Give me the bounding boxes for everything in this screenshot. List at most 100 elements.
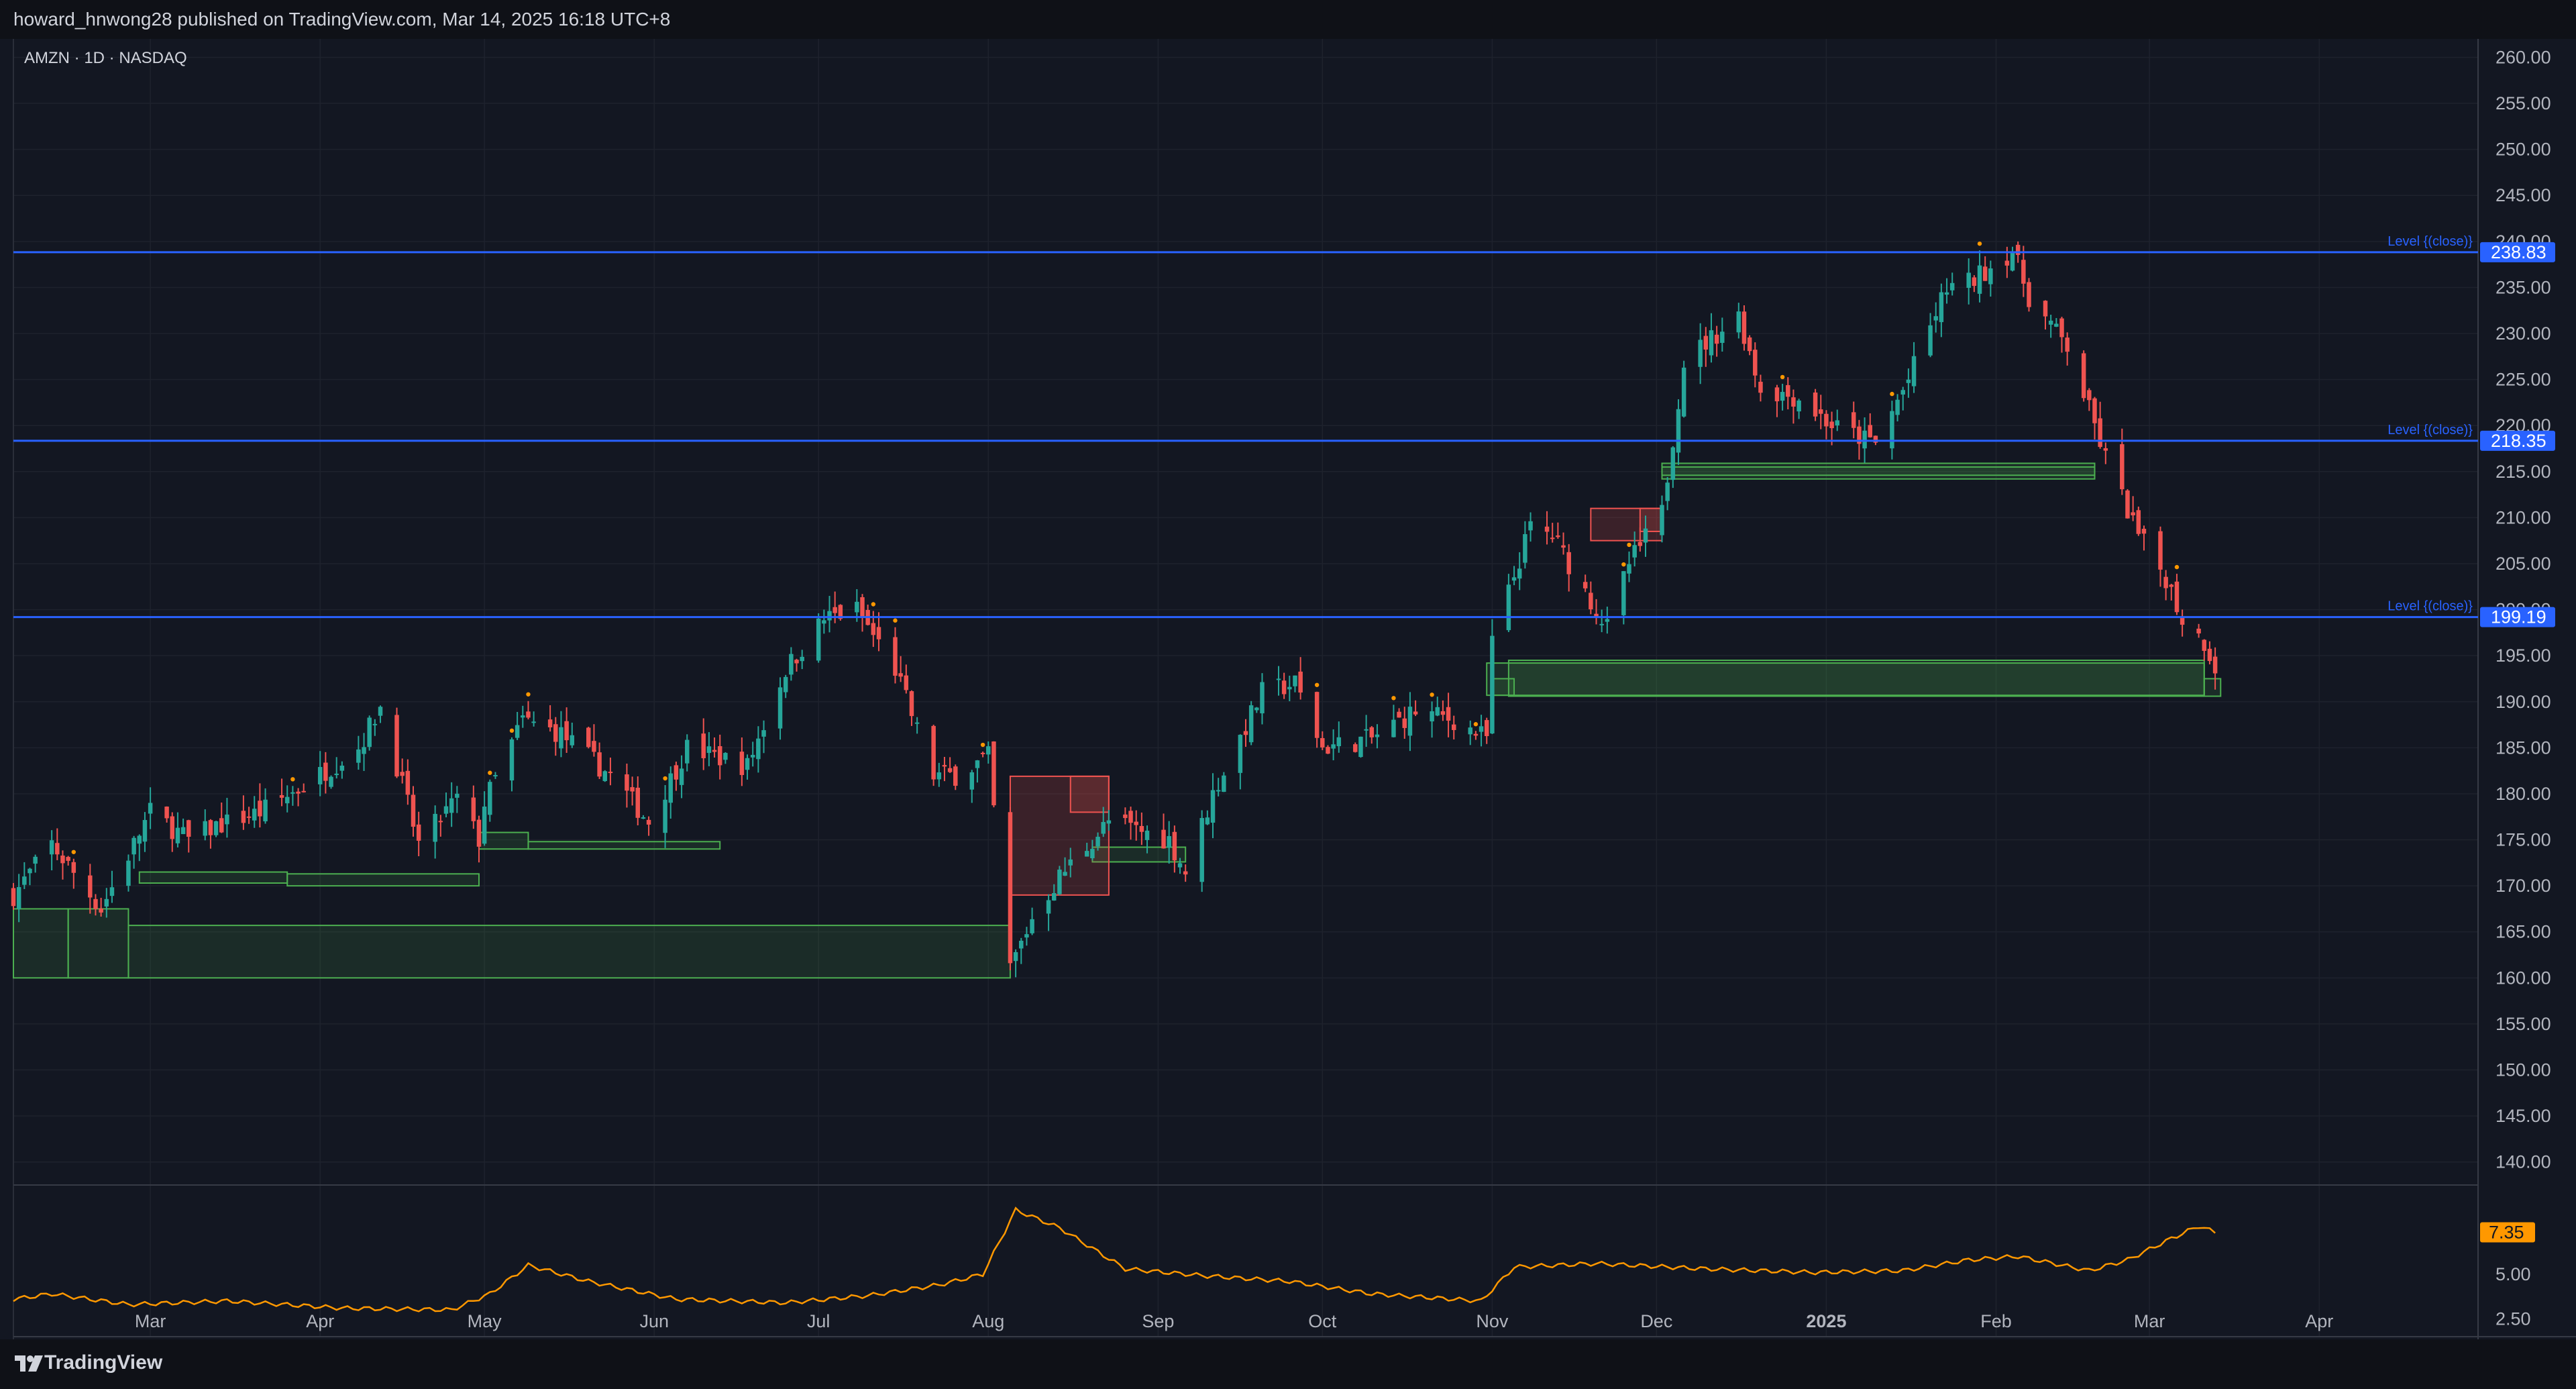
time-axis[interactable]: Mar Apr May Jun Jul Aug Sep Oct Nov Dec 2025 Feb Mar… — [135, 1311, 2333, 1331]
candle-body — [126, 860, 131, 886]
candle-body — [1944, 292, 1949, 295]
candle-body — [1709, 330, 1714, 356]
candle-body — [723, 753, 728, 760]
candle-body — [1660, 505, 1664, 535]
candle-body — [2087, 390, 2092, 401]
candle-body — [936, 772, 942, 780]
price-tick-label: 150.00 — [2496, 1060, 2551, 1080]
candle-body — [301, 790, 306, 792]
signal-dot — [663, 776, 667, 781]
price-tick-label: 180.00 — [2496, 784, 2551, 804]
candle-body — [164, 807, 169, 819]
candle-body — [592, 741, 596, 752]
candle-body — [1216, 790, 1221, 792]
time-tick-label: Mar — [135, 1311, 166, 1331]
signal-dot — [1780, 374, 1785, 380]
candle-body — [49, 840, 54, 855]
candle-body — [1128, 811, 1133, 823]
candle-body — [1134, 821, 1138, 825]
candle-body — [953, 766, 958, 786]
level-price-tag-text: 238.83 — [2491, 242, 2546, 262]
candle-body — [1451, 724, 1456, 730]
candle-body — [564, 721, 569, 741]
candle-body — [263, 799, 268, 822]
candle-body — [1430, 711, 1434, 722]
candle-body — [33, 856, 38, 864]
candle-body — [1314, 692, 1320, 738]
level-price-tag — [2480, 607, 2555, 627]
candle-body — [1813, 392, 1818, 417]
candle-body — [1589, 593, 1593, 610]
candle-body — [1320, 737, 1325, 748]
candle-body — [1369, 727, 1375, 737]
candle-body — [674, 765, 679, 780]
candle-body — [1550, 537, 1555, 539]
candle-body — [213, 821, 219, 835]
candle-body — [1988, 268, 1993, 285]
candle-body — [1413, 711, 1418, 715]
candle-body — [1407, 707, 1413, 736]
candle-body — [684, 739, 690, 764]
candle-body — [1326, 747, 1330, 754]
candle-body — [1824, 413, 1829, 427]
candle-body — [1681, 367, 1686, 417]
signal-dot — [488, 770, 492, 775]
price-chart[interactable]: Level {(close)} Level {(close)} Level {(cl… — [0, 39, 2576, 1339]
candle-body — [2054, 323, 2059, 327]
candle-body — [394, 715, 399, 777]
candle-body — [252, 809, 257, 821]
candle-body — [258, 801, 262, 817]
candle-body — [1030, 919, 1034, 933]
candle-body — [1933, 316, 1938, 321]
candle-body — [876, 627, 881, 639]
indicator-line — [13, 1206, 2216, 1313]
candle-body — [2065, 338, 2070, 352]
candle-body — [2174, 581, 2180, 613]
level-price-tag-text: 199.19 — [2491, 607, 2546, 627]
candle-body — [11, 888, 16, 907]
candle-body — [93, 898, 98, 909]
price-tick-label: 225.00 — [2496, 370, 2551, 390]
candle-body — [1057, 869, 1062, 894]
candle-body — [1090, 849, 1095, 858]
candle-body — [1293, 675, 1297, 686]
candle-body — [1829, 421, 1834, 429]
candle-body — [88, 875, 93, 898]
candle-body — [356, 749, 361, 763]
candle-body — [279, 795, 284, 798]
candle-body — [800, 656, 804, 662]
time-tick-label: Aug — [972, 1311, 1004, 1331]
candle-body — [60, 856, 65, 864]
indicator-tick-label: 5.00 — [2496, 1264, 2531, 1284]
candle-body — [367, 717, 372, 748]
candle-body — [646, 819, 651, 825]
candle-body — [1353, 744, 1358, 752]
time-tick-label: Apr — [306, 1311, 334, 1331]
candle-body — [1873, 435, 1878, 443]
candle-body — [1758, 381, 1763, 393]
price-tick-label: 195.00 — [2496, 646, 2551, 666]
candle-body — [1911, 356, 1917, 387]
candle-body — [1484, 720, 1489, 737]
candle-body — [455, 793, 460, 798]
candle-body — [400, 772, 405, 776]
indicator-pane — [13, 1206, 2216, 1313]
candle-body — [783, 676, 788, 692]
candle-body — [1167, 836, 1171, 848]
price-axis[interactable]: 140.00 145.00 150.00 155.00 160.00 165.00 170.… — [2480, 47, 2555, 1329]
candle-body — [597, 752, 602, 777]
candle-body — [317, 767, 323, 784]
candle-body — [493, 775, 498, 777]
demand-zone — [527, 841, 721, 850]
candle-body — [1391, 719, 1396, 737]
indicator-tick-label: 2.50 — [2496, 1308, 2531, 1329]
candle-body — [1977, 265, 1982, 294]
candle-body — [1857, 426, 1862, 444]
demand-zone — [127, 925, 1011, 979]
demand-zone — [1661, 466, 2096, 476]
candle-body — [1511, 577, 1517, 581]
price-tick-label: 245.00 — [2496, 185, 2551, 205]
candle-body — [777, 687, 783, 729]
signal-dot — [290, 777, 295, 782]
candle-body — [2196, 628, 2201, 633]
